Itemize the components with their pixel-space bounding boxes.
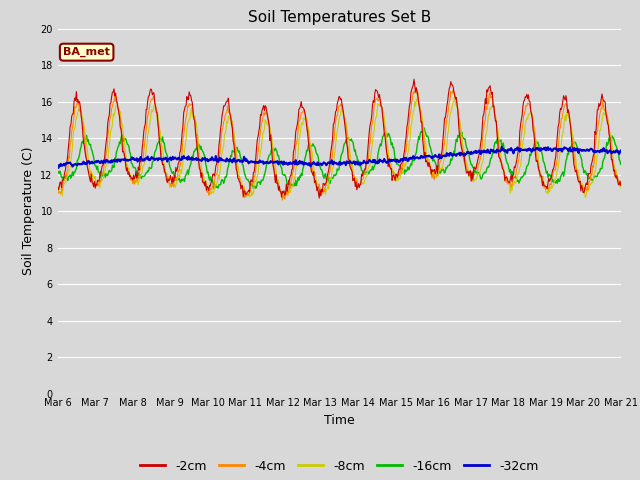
Title: Soil Temperatures Set B: Soil Temperatures Set B bbox=[248, 10, 431, 25]
Legend: -2cm, -4cm, -8cm, -16cm, -32cm: -2cm, -4cm, -8cm, -16cm, -32cm bbox=[135, 455, 543, 478]
Text: BA_met: BA_met bbox=[63, 47, 110, 57]
Y-axis label: Soil Temperature (C): Soil Temperature (C) bbox=[22, 147, 35, 276]
X-axis label: Time: Time bbox=[324, 414, 355, 427]
